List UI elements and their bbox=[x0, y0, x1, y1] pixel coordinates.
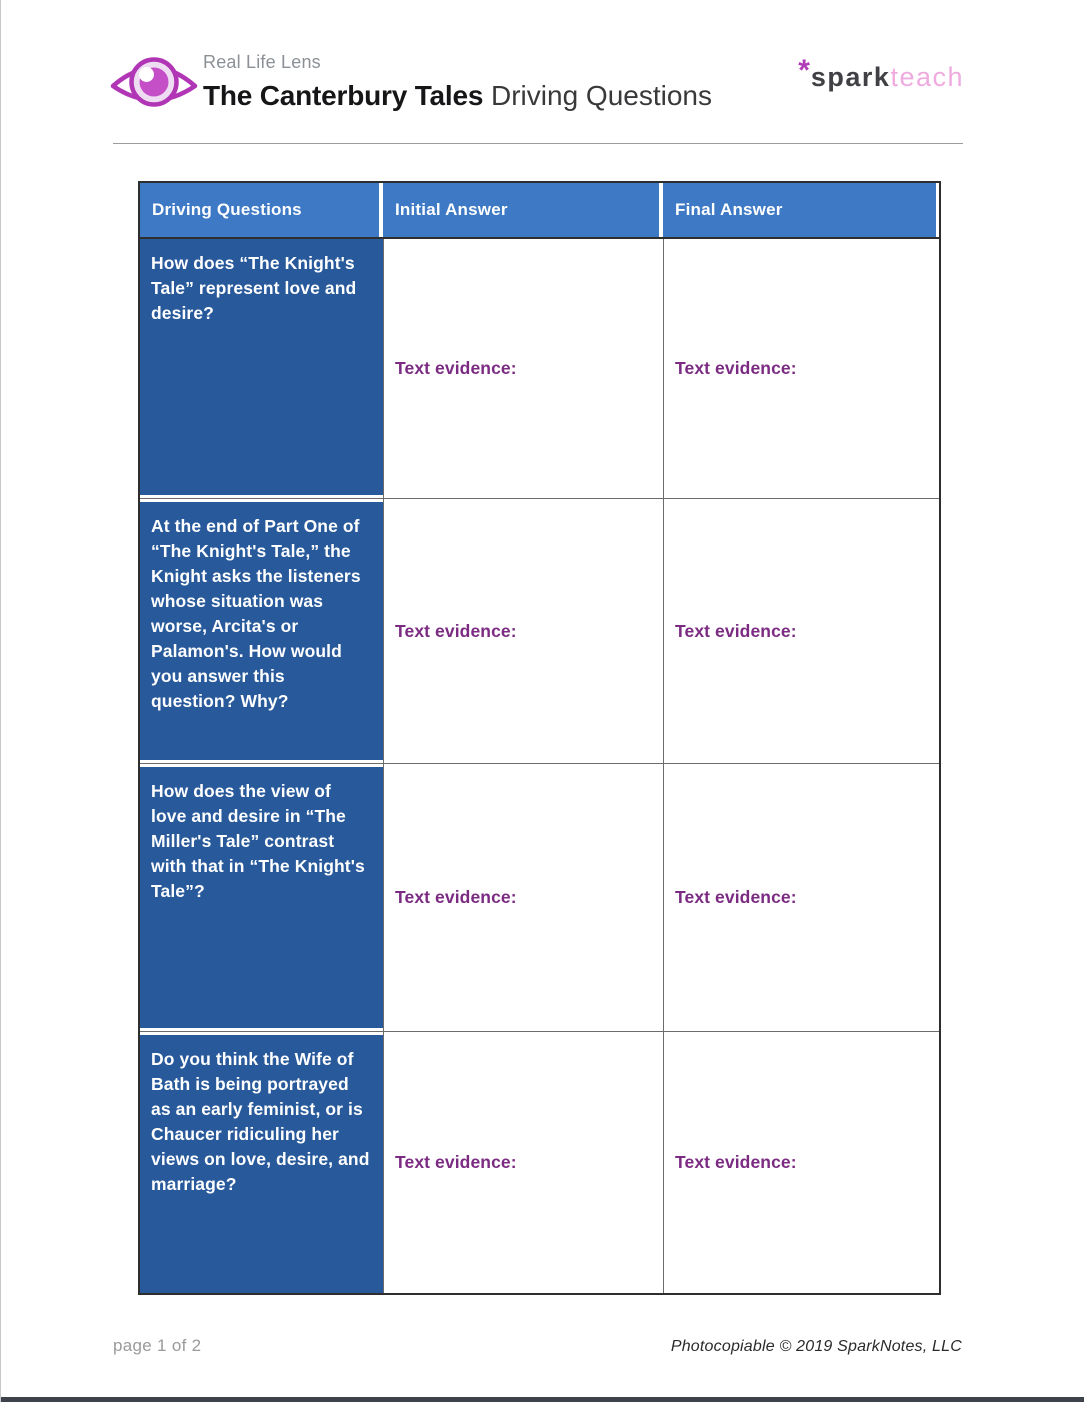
initial-answer-cell: Text evidence: bbox=[383, 1032, 663, 1293]
header-divider bbox=[113, 143, 963, 144]
table-row: How does the view of love and desire in … bbox=[140, 763, 939, 1031]
question-text: How does the view of love and desire in … bbox=[140, 767, 383, 1028]
text-evidence-label: Text evidence: bbox=[395, 887, 517, 907]
asterisk-icon: * bbox=[798, 54, 810, 87]
title-suffix: Driving Questions bbox=[483, 80, 712, 111]
brand-spark: spark bbox=[810, 62, 891, 92]
eye-icon bbox=[110, 57, 198, 107]
text-evidence-label: Text evidence: bbox=[675, 620, 797, 641]
copyright-notice: Photocopiable © 2019 SparkNotes, LLC bbox=[670, 1338, 962, 1355]
title-book-name: The Canterbury Tales bbox=[203, 80, 484, 111]
column-header-driving-questions: Driving Questions bbox=[140, 183, 379, 237]
page-bottom-edge bbox=[1, 1397, 1084, 1402]
final-answer-cell: Text evidence: bbox=[663, 1032, 939, 1293]
text-evidence-label: Text evidence: bbox=[395, 358, 517, 378]
text-evidence-label: Text evidence: bbox=[675, 887, 797, 907]
question-text: At the end of Part One of “The Knight's … bbox=[140, 502, 383, 760]
question-cell: At the end of Part One of “The Knight's … bbox=[140, 499, 383, 763]
page-header: Real Life Lens The Canterbury Tales Driv… bbox=[109, 46, 964, 118]
text-evidence-label: Text evidence: bbox=[675, 358, 797, 378]
title-block: Real Life Lens The Canterbury Tales Driv… bbox=[203, 46, 712, 111]
table-row: Do you think the Wife of Bath is being p… bbox=[140, 1031, 939, 1293]
initial-answer-cell: Text evidence: bbox=[383, 499, 663, 763]
table-header-row: Driving Questions Initial Answer Final A… bbox=[140, 183, 939, 239]
question-cell: How does “The Knight's Tale” represent l… bbox=[140, 239, 383, 498]
column-header-final-answer: Final Answer bbox=[663, 183, 936, 237]
table-row: How does “The Knight's Tale” represent l… bbox=[140, 239, 939, 498]
page-footer: page 1 of 2 Photocopiable © 2019 SparkNo… bbox=[113, 1336, 962, 1356]
initial-answer-cell: Text evidence: bbox=[383, 764, 663, 1031]
question-text: Do you think the Wife of Bath is being p… bbox=[140, 1035, 383, 1293]
header-left: Real Life Lens The Canterbury Tales Driv… bbox=[109, 46, 712, 118]
final-answer-cell: Text evidence: bbox=[663, 499, 939, 763]
table-row: At the end of Part One of “The Knight's … bbox=[140, 498, 939, 763]
brand-teach: teach bbox=[890, 62, 964, 92]
text-evidence-label: Text evidence: bbox=[395, 1152, 517, 1172]
page-number: page 1 of 2 bbox=[113, 1336, 202, 1355]
series-label: Real Life Lens bbox=[203, 52, 321, 72]
page-title: The Canterbury Tales Driving Questions bbox=[203, 81, 712, 111]
final-answer-cell: Text evidence: bbox=[663, 239, 939, 498]
column-header-initial-answer: Initial Answer bbox=[383, 183, 659, 237]
question-cell: Do you think the Wife of Bath is being p… bbox=[140, 1032, 383, 1293]
question-text: How does “The Knight's Tale” represent l… bbox=[140, 239, 383, 495]
text-evidence-label: Text evidence: bbox=[395, 620, 517, 641]
driving-questions-table: Driving Questions Initial Answer Final A… bbox=[138, 181, 941, 1295]
final-answer-cell: Text evidence: bbox=[663, 764, 939, 1031]
initial-answer-cell: Text evidence: bbox=[383, 239, 663, 498]
text-evidence-label: Text evidence: bbox=[675, 1152, 797, 1172]
question-cell: How does the view of love and desire in … bbox=[140, 764, 383, 1031]
sparkteach-logo: *sparkteach bbox=[798, 54, 964, 93]
